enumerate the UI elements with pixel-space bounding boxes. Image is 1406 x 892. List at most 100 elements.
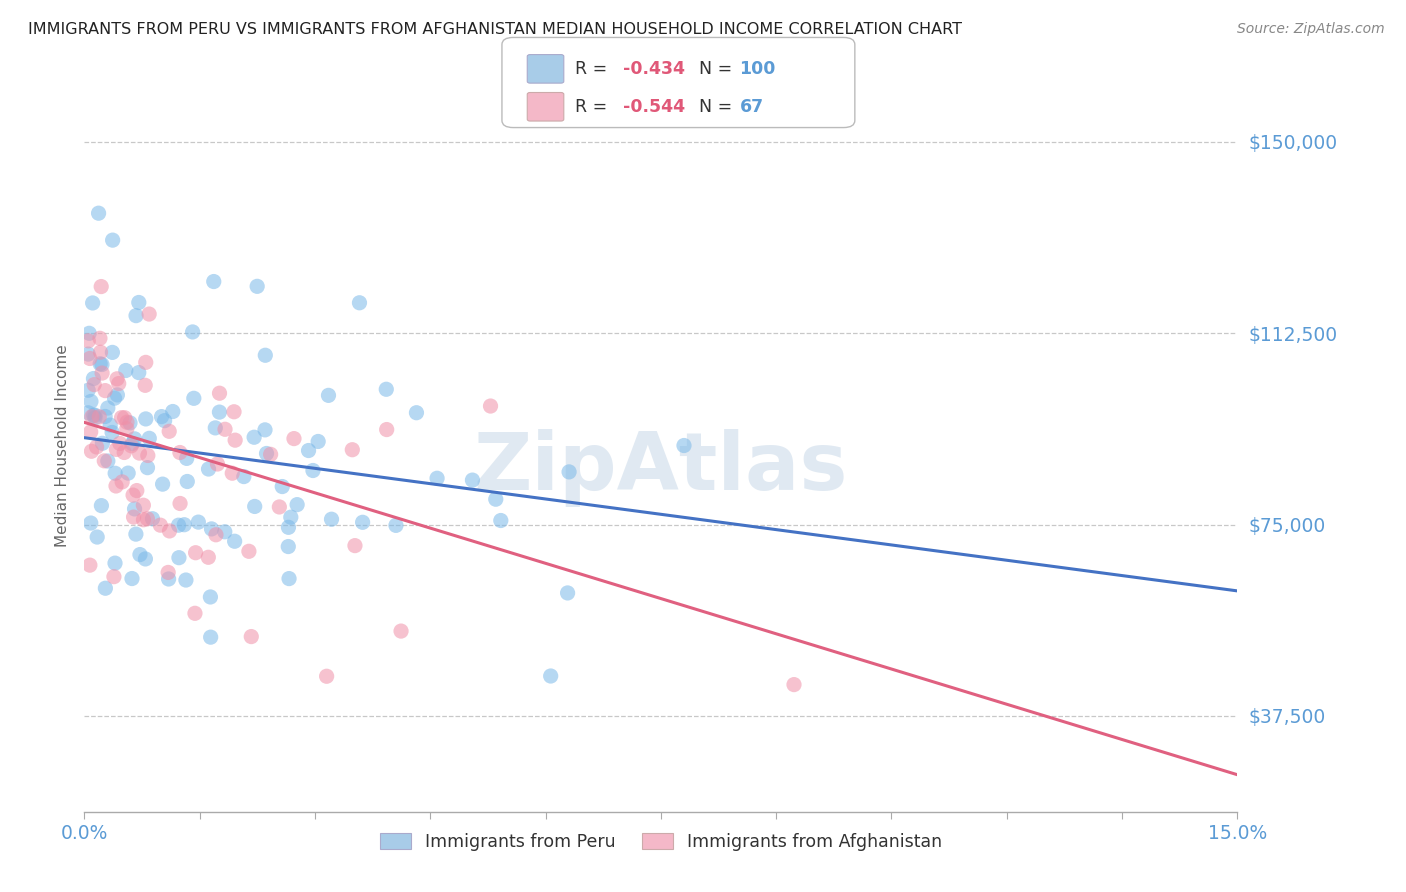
Point [153,414,176,428]
Text: ZipAtlas: ZipAtlas [474,429,848,507]
Point [389,624,412,638]
Text: 67: 67 [740,98,763,116]
Point [150,409,173,424]
Point [124,432,146,446]
Point [343,539,366,553]
Point [285,498,308,512]
Point [461,473,484,487]
Point [107,376,129,391]
Point [269,500,291,514]
Point [200,630,222,644]
Point [86,440,108,454]
Point [135,412,157,426]
Point [91,436,114,450]
Point [315,669,337,683]
Point [125,483,148,498]
Point [157,572,180,586]
Point [271,479,294,493]
Point [136,460,159,475]
Point [256,446,278,460]
Point [103,391,125,405]
Point [138,431,160,445]
Point [80,516,103,530]
Text: IMMIGRANTS FROM PERU VS IMMIGRANTS FROM AFGHANISTAN MEDIAN HOUSEHOLD INCOME CORR: IMMIGRANTS FROM PERU VS IMMIGRANTS FROM … [28,22,962,37]
Point [114,363,136,377]
Point [238,544,260,558]
Point [86,530,108,544]
Point [278,572,301,586]
Point [352,516,374,530]
Point [136,449,159,463]
Legend: Immigrants from Peru, Immigrants from Afghanistan: Immigrants from Peru, Immigrants from Af… [373,826,949,858]
Point [97,454,120,468]
Point [108,436,131,450]
Point [197,462,219,476]
Point [87,206,110,220]
Point [426,471,449,485]
Point [321,512,343,526]
Point [277,520,299,534]
Point [246,279,269,293]
Point [405,406,427,420]
Point [79,558,101,573]
Point [91,358,114,372]
Point [176,475,198,489]
Point [117,466,139,480]
Text: N =: N = [699,60,738,78]
Point [83,409,105,423]
Point [84,410,107,425]
Point [128,295,150,310]
Point [181,325,204,339]
Point [232,469,254,483]
Point [204,421,226,435]
Point [149,518,172,533]
Point [558,465,581,479]
Point [184,607,207,621]
Point [540,669,562,683]
Point [80,425,103,439]
Text: -0.434: -0.434 [623,60,685,78]
Point [159,524,181,538]
Point [240,630,263,644]
Point [307,434,329,449]
Point [129,548,152,562]
Point [375,382,398,396]
Point [80,409,103,424]
Point [103,569,125,583]
Point [202,275,225,289]
Point [214,422,236,436]
Point [101,425,124,440]
Point [105,479,128,493]
Point [167,518,190,533]
Point [783,677,806,691]
Text: Source: ZipAtlas.com: Source: ZipAtlas.com [1237,22,1385,37]
Point [121,436,143,450]
Point [253,423,276,437]
Point [672,438,695,452]
Point [221,467,243,481]
Point [112,445,135,459]
Point [318,388,340,402]
Point [125,309,148,323]
Point [243,500,266,514]
Point [80,394,103,409]
Point [77,326,100,341]
Point [243,430,266,444]
Point [214,524,236,539]
Point [120,439,142,453]
Point [77,406,100,420]
Point [157,566,180,580]
Point [79,351,101,366]
Point [132,498,155,512]
Point [101,345,124,359]
Point [90,499,112,513]
Point [138,307,160,321]
Point [197,550,219,565]
Point [342,442,364,457]
Point [224,433,246,447]
Y-axis label: Median Household Income: Median Household Income [55,344,70,548]
Point [89,357,111,371]
Point [375,423,398,437]
Point [184,546,207,560]
Point [167,550,190,565]
